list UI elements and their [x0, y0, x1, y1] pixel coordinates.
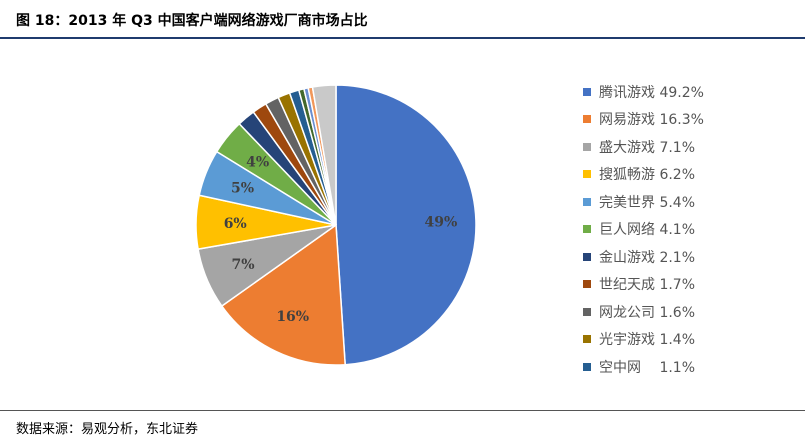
- slice-data-label-2: 7%: [231, 257, 254, 273]
- legend-swatch: [583, 87, 591, 96]
- legend-item: 空中网 1.1%: [583, 353, 704, 381]
- legend-item: 搜狐畅游 6.2%: [583, 161, 704, 189]
- legend: 腾讯游戏 49.2% 网易游戏 16.3% 盛大游戏 7.1% 搜狐畅游 6.2% 完美…: [583, 78, 704, 381]
- legend-label: 网易游戏 16.3%: [599, 112, 704, 129]
- legend-swatch: [583, 170, 591, 179]
- legend-item: 完美世界 5.4%: [583, 188, 704, 216]
- slice-data-label-4: 5%: [231, 180, 254, 196]
- pie-slice-1: [220, 223, 346, 366]
- pie-slice-0: [335, 84, 477, 366]
- legend-label: 盛大游戏 7.1%: [599, 139, 696, 156]
- legend-swatch: [583, 335, 591, 344]
- legend-item: 光宇游戏 1.4%: [583, 326, 704, 354]
- legend-label: 搜狐畅游 6.2%: [599, 167, 696, 184]
- slice-data-label-5: 4%: [246, 155, 269, 171]
- title-rule: [0, 37, 805, 39]
- legend-label: 完美世界 5.4%: [599, 194, 696, 211]
- legend-item: 金山游戏 2.1%: [583, 243, 704, 271]
- legend-swatch: [583, 197, 591, 206]
- legend-swatch: [583, 252, 591, 261]
- legend-item: 网龙公司 1.6%: [583, 298, 704, 326]
- legend-label: 空中网 1.1%: [599, 359, 696, 376]
- footer-rule: [0, 410, 805, 411]
- legend-swatch: [583, 225, 591, 234]
- legend-label: 网龙公司 1.6%: [599, 304, 696, 321]
- legend-item: 网易游戏 16.3%: [583, 106, 704, 134]
- slice-data-label-1: 16%: [276, 309, 309, 325]
- pie-chart: 49% 16% 7% 6% 5% 4%: [195, 84, 477, 366]
- legend-label: 光宇游戏 1.4%: [599, 332, 696, 349]
- legend-swatch: [583, 280, 591, 289]
- pie-slice-14: [311, 84, 337, 226]
- legend-label: 腾讯游戏 49.2%: [599, 84, 704, 101]
- legend-item: 腾讯游戏 49.2%: [583, 78, 704, 106]
- slice-data-label-3: 6%: [224, 216, 247, 232]
- legend-item: 世纪天成 1.7%: [583, 271, 704, 299]
- legend-label: 世纪天成 1.7%: [599, 277, 696, 294]
- legend-item: 盛大游戏 7.1%: [583, 133, 704, 161]
- slice-data-label-0: 49%: [425, 215, 458, 231]
- legend-swatch: [583, 307, 591, 316]
- legend-swatch: [583, 115, 591, 124]
- legend-label: 巨人网络 4.1%: [599, 222, 696, 239]
- legend-swatch: [583, 362, 591, 371]
- legend-item: 巨人网络 4.1%: [583, 216, 704, 244]
- source-note: 数据来源：易观分析，东北证券: [16, 422, 199, 437]
- chart-title: 图 18：2013 年 Q3 中国客户端网络游戏厂商市场占比: [16, 13, 368, 29]
- legend-swatch: [583, 142, 591, 151]
- legend-label: 金山游戏 2.1%: [599, 249, 696, 266]
